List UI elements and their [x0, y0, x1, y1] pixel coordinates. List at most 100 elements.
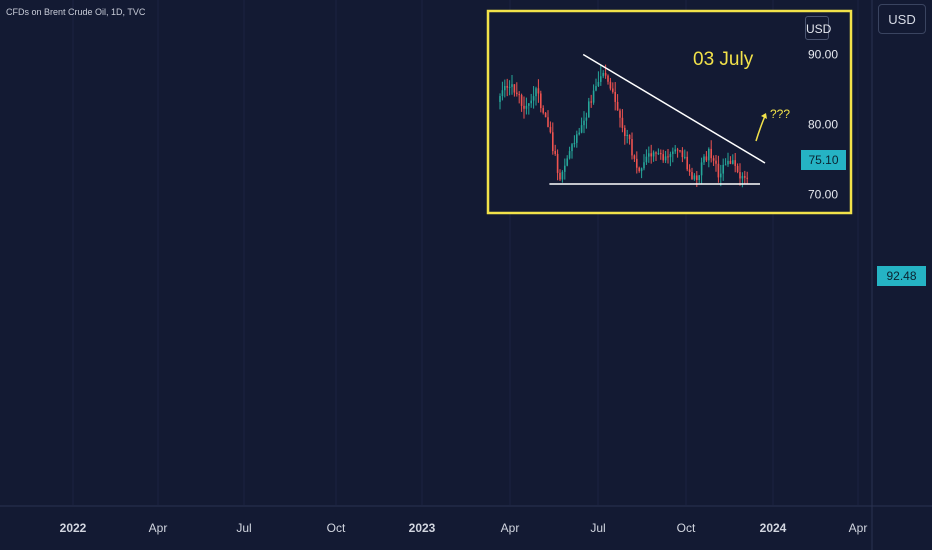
- inset-candle: [720, 173, 722, 178]
- inset-candle: [609, 81, 612, 89]
- inset-candle: [662, 154, 664, 161]
- inset-candle: [616, 101, 619, 111]
- inset-candle: [535, 88, 537, 97]
- inset-candle: [499, 96, 501, 102]
- inset-candle: [580, 125, 583, 133]
- inset-candle: [727, 160, 729, 165]
- inset-candle: [741, 176, 744, 179]
- inset-date-label: 03 July: [693, 49, 754, 70]
- inset-candle: [542, 108, 544, 113]
- inset-candle: [573, 142, 576, 145]
- inset-candle: [602, 72, 604, 77]
- inset-candle: [597, 81, 600, 87]
- inset-candle: [700, 162, 703, 176]
- inset-candle: [708, 148, 710, 161]
- inset-candle: [667, 156, 669, 158]
- inset-candle: [540, 93, 542, 109]
- inset-candle: [559, 172, 561, 180]
- inset-candle: [633, 155, 636, 159]
- x-tick-label: 2022: [60, 521, 87, 535]
- inset-candle: [679, 150, 681, 152]
- inset-candle: [528, 103, 530, 106]
- inset-candle: [554, 151, 556, 154]
- inset-candle: [532, 96, 535, 101]
- inset-candle: [604, 72, 607, 76]
- x-tick-label: Jul: [236, 521, 251, 535]
- inset-candle: [636, 158, 638, 168]
- inset-candle: [544, 112, 547, 118]
- inset-candle: [631, 139, 633, 156]
- inset-candle: [508, 86, 511, 88]
- inset-candle: [513, 84, 516, 93]
- inset-candle: [628, 134, 631, 140]
- inset-candle: [619, 110, 621, 118]
- inset-candle: [525, 105, 528, 109]
- inset-candle: [547, 117, 549, 127]
- chart-title: CFDs on Brent Crude Oil, 1D, TVC: [6, 7, 146, 17]
- inset-candle: [648, 153, 650, 157]
- inset-candle: [516, 92, 518, 95]
- x-tick-label: Oct: [327, 521, 346, 535]
- inset-candle: [681, 150, 684, 158]
- inset-arrowhead: [761, 113, 767, 119]
- inset-candle: [657, 153, 660, 155]
- inset-candle: [652, 152, 655, 157]
- inset-last-price-badge: 75.10: [801, 150, 846, 170]
- inset-y-tick-label: 70.00: [808, 188, 838, 202]
- inset-candle: [734, 160, 736, 166]
- inset-candle: [568, 151, 571, 159]
- inset-candle: [624, 127, 626, 137]
- inset-candle: [736, 165, 739, 173]
- inset-candle: [614, 91, 616, 102]
- inset-candle: [684, 156, 686, 158]
- inset-candle: [506, 86, 508, 88]
- inset-candle: [511, 84, 513, 87]
- inset-arrow: [755, 115, 766, 142]
- x-tick-label: 2023: [409, 521, 436, 535]
- inset-candle: [686, 156, 688, 170]
- inset-candle: [638, 167, 640, 172]
- inset-candle: [650, 153, 652, 157]
- inset-question-label: ???: [770, 107, 791, 121]
- x-tick-label: Apr: [849, 521, 868, 535]
- inset-candle: [664, 156, 667, 161]
- inset-candle: [698, 175, 700, 181]
- inset-candle: [715, 160, 717, 164]
- inset-candle: [744, 176, 746, 178]
- inset-currency-label: USD: [805, 16, 831, 40]
- inset-candle: [746, 177, 748, 179]
- inset-candle: [556, 153, 559, 173]
- x-tick-label: Jul: [590, 521, 605, 535]
- inset-candle: [710, 148, 712, 159]
- inset-candle: [729, 160, 732, 164]
- inset-candle: [564, 165, 566, 172]
- inset-candle: [703, 156, 705, 163]
- inset-candle: [537, 88, 540, 94]
- inset-candle: [691, 172, 693, 180]
- inset-candle: [705, 156, 708, 161]
- inset-candle: [655, 152, 657, 154]
- inset-candle: [696, 175, 698, 181]
- inset-candle: [561, 171, 564, 180]
- x-tick-label: Oct: [677, 521, 696, 535]
- last-price-badge: 92.48: [877, 266, 926, 286]
- inset-candle: [578, 132, 580, 135]
- inset-candle: [674, 149, 676, 152]
- inset-candle: [552, 132, 554, 152]
- inset-candle: [592, 90, 595, 103]
- inset-candle: [607, 75, 609, 82]
- inset-candle: [724, 164, 727, 166]
- inset-candle: [643, 162, 645, 169]
- inset-candle: [590, 101, 592, 103]
- inset-candle: [669, 154, 672, 158]
- inset-candle: [600, 76, 602, 82]
- inset-candle: [612, 88, 614, 92]
- currency-button[interactable]: USD: [878, 4, 926, 34]
- inset-candle: [588, 101, 590, 118]
- inset-candle: [712, 158, 715, 161]
- inset-candle: [732, 160, 734, 164]
- inset-candle: [523, 105, 525, 109]
- inset-candle: [739, 172, 741, 179]
